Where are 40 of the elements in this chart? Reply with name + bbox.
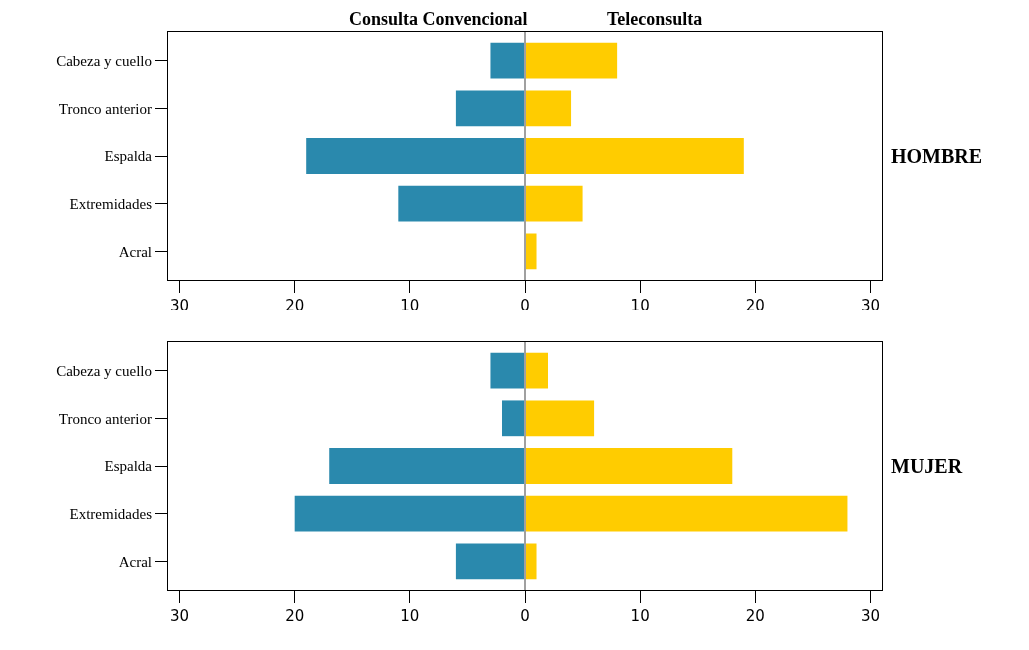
bar <box>525 138 744 174</box>
series-label: Consulta Convencional <box>349 9 528 29</box>
x-tick-label: 20 <box>745 607 765 625</box>
bar <box>455 90 525 127</box>
bar <box>294 495 525 532</box>
bar <box>329 448 525 484</box>
y-tick-label: Acral <box>118 553 152 570</box>
y-tick-label: Cabeza y cuello <box>56 362 152 379</box>
y-tick-label: Acral <box>118 243 152 260</box>
bar <box>525 400 595 437</box>
bar <box>525 543 537 580</box>
bar <box>306 138 525 174</box>
y-tick-label: Tronco anterior <box>58 410 152 427</box>
x-tick-label: 0 <box>520 607 530 625</box>
x-tick-label: 20 <box>285 607 305 625</box>
bar <box>398 185 525 222</box>
bar <box>525 90 572 127</box>
y-tick-label: Espalda <box>104 458 153 475</box>
y-tick-label: Espalda <box>104 148 153 165</box>
bar <box>490 352 525 389</box>
bar <box>525 448 733 484</box>
x-tick-label: 10 <box>630 607 650 625</box>
x-tick-label: 10 <box>400 607 420 625</box>
bar <box>525 185 583 222</box>
y-tick-label: Extremidades <box>69 505 153 522</box>
y-tick-label: Tronco anterior <box>58 100 152 117</box>
bar <box>525 233 537 270</box>
text: MUJER <box>891 455 963 477</box>
series-label: Teleconsulta <box>607 9 703 29</box>
bar <box>490 42 525 79</box>
bar <box>525 42 618 79</box>
bar <box>501 400 525 437</box>
x-tick-label: 30 <box>169 607 190 625</box>
text: HOMBRE <box>891 145 983 167</box>
x-tick-label: 30 <box>860 607 881 625</box>
bar <box>455 543 525 580</box>
bar <box>525 495 848 532</box>
y-tick-label: Cabeza y cuello <box>56 52 152 69</box>
bar <box>525 352 549 389</box>
y-tick-label: Extremidades <box>69 195 153 212</box>
